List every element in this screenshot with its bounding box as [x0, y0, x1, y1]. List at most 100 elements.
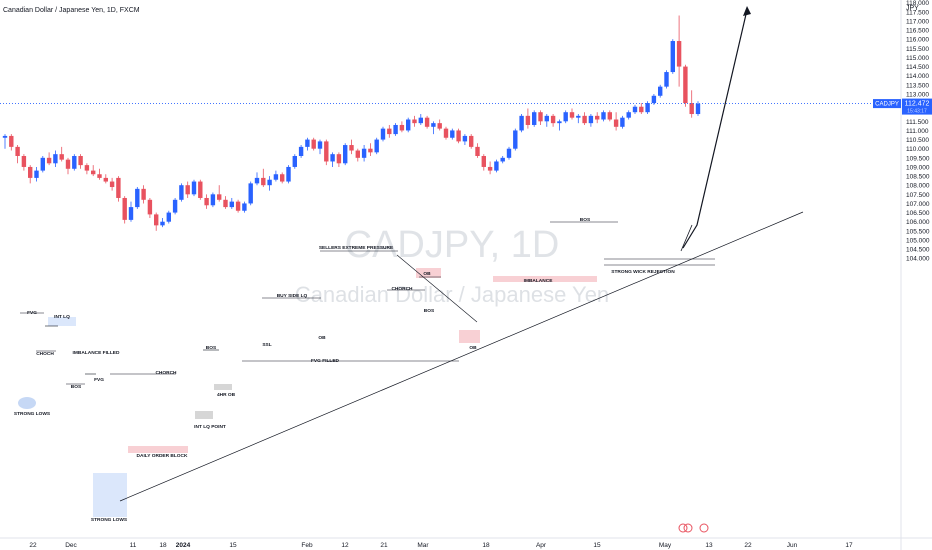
candle-body	[273, 174, 279, 180]
candle-body	[298, 146, 304, 156]
price-tick-label: 106.000	[906, 219, 930, 226]
chart-title: Canadian Dollar / Japanese Yen, 1D, FXCM	[3, 7, 140, 14]
time-tick-label: May	[659, 542, 672, 549]
price-tick-label: 115.500	[906, 46, 929, 53]
candle-body	[588, 115, 594, 124]
candle-body	[620, 117, 625, 127]
price-tick-label: 114.500	[906, 64, 929, 71]
event-icon[interactable]	[683, 523, 693, 533]
candle-body	[147, 199, 153, 215]
strong-lows-marker	[18, 397, 36, 409]
annotation-label: SSL	[262, 342, 271, 348]
event-icon[interactable]	[678, 523, 688, 533]
candle-body	[525, 115, 531, 125]
candle-body	[330, 154, 335, 162]
candle-body	[91, 170, 96, 175]
time-axis[interactable]: 22 Dec 11 18 2024 15 Feb 12 21 Mar 18 Apr 15 May 13 22 J…	[29, 542, 853, 549]
candle-body	[97, 174, 102, 178]
candle-body	[645, 103, 650, 113]
price-tick-label: 111.500	[906, 119, 929, 126]
candle-body	[519, 115, 524, 131]
annotation-label: DAILY ORDER BLOCK	[137, 453, 188, 459]
candle-body	[670, 41, 675, 73]
candle-body	[569, 112, 575, 118]
candle-body	[607, 112, 612, 120]
annotation-label: FVG	[27, 310, 37, 316]
candle-body	[204, 197, 209, 206]
candle-body	[601, 112, 606, 120]
annotation-label: CHORCH	[155, 370, 177, 376]
candle-body	[437, 123, 442, 129]
candle-body	[254, 177, 260, 184]
candle-body	[595, 115, 600, 120]
candle-body	[286, 166, 291, 182]
candle-body	[191, 181, 197, 195]
price-tick-label: 110.000	[906, 146, 929, 153]
candle-body	[576, 115, 581, 118]
annotation-label: FVG	[94, 377, 104, 383]
last-price-badge[interactable]: CADJPY 112.472 15:43:17	[873, 98, 932, 115]
time-tick-label: 13	[705, 542, 713, 549]
price-tick-label: 111.000	[906, 128, 929, 135]
annotation-label: STRONG WICK REJECTION	[611, 269, 675, 275]
time-tick-label: 15	[593, 542, 601, 549]
candle-body	[141, 188, 146, 200]
bar-countdown: 15:43:17	[907, 109, 927, 115]
time-tick-label: 18	[159, 542, 167, 549]
candle-body	[235, 201, 241, 211]
sellers-pressure-line	[396, 254, 478, 323]
candle-body	[632, 106, 638, 113]
candle-body	[223, 199, 228, 208]
candle-body	[557, 121, 562, 124]
candle-body	[109, 181, 115, 188]
price-tick-label: 105.000	[906, 237, 930, 244]
last-price-symbol: CADJPY	[875, 102, 899, 108]
candle-body	[374, 139, 379, 153]
zone-box	[459, 330, 480, 343]
arrow-head	[743, 6, 751, 16]
price-tick-label: 109.000	[906, 164, 930, 171]
price-axis[interactable]: 104.000 104.500 105.000 105.500 106.000 106.5…	[906, 0, 930, 263]
annotations-layer: FVG INT LQ CHOCH BOS IMBALANCE FILLED FVG STRO…	[14, 217, 675, 523]
candle-body	[456, 130, 461, 142]
candle-body	[229, 201, 234, 208]
candle-body	[65, 159, 71, 169]
candle-body	[78, 156, 83, 166]
price-tick-label: 113.000	[906, 91, 929, 98]
candle-body	[217, 194, 222, 200]
candle-body	[242, 203, 247, 211]
candle-body	[695, 103, 701, 115]
watermark-name: Canadian Dollar / Japanese Yen	[295, 282, 609, 307]
candle-body	[21, 156, 27, 167]
time-tick-label: 11	[130, 542, 137, 549]
zone-box	[93, 473, 127, 517]
price-tick-label: 108.000	[906, 183, 930, 190]
candle-body	[210, 194, 216, 206]
candle-body	[324, 141, 329, 162]
annotation-label: IMBALANCE	[524, 278, 554, 284]
annotation-label: STRONG LOWS	[91, 517, 128, 523]
annotation-label: CHORCH	[391, 286, 413, 292]
price-tick-label: 110.500	[906, 137, 929, 144]
time-tick-label: 18	[482, 542, 490, 549]
candle-body	[487, 166, 493, 171]
candle-body	[418, 117, 423, 124]
candle-body	[311, 139, 316, 149]
annotation-label: BOS	[580, 217, 591, 223]
candle-body	[116, 177, 121, 198]
annotation-label: BOS	[424, 308, 435, 314]
event-icon[interactable]	[699, 523, 709, 533]
candle-body	[658, 86, 663, 96]
candle-body	[368, 148, 373, 153]
price-tick-label: 114.000	[906, 73, 929, 80]
zone-box	[48, 317, 76, 326]
candle-body	[676, 41, 682, 67]
candle-body	[481, 156, 486, 167]
time-tick-label: Feb	[301, 542, 313, 549]
annotation-label: OB	[469, 345, 477, 351]
candle-body	[412, 119, 417, 124]
price-tick-label: 117.000	[906, 18, 929, 25]
candle-body	[639, 106, 644, 113]
